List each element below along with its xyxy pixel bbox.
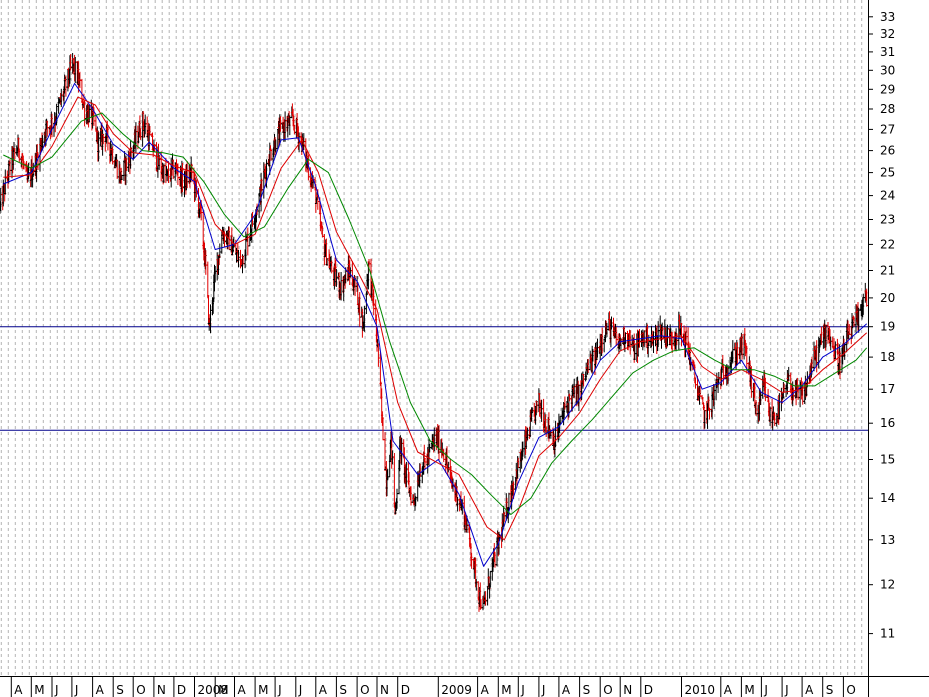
x-tick-label: N [380, 683, 389, 697]
y-tick-label: 13 [880, 533, 895, 547]
x-tick-label: J [54, 683, 59, 697]
y-tick-label: 25 [880, 166, 895, 180]
moving-averages [3, 83, 868, 567]
x-tick-label: J [520, 683, 525, 697]
x-tick-label: A [562, 683, 571, 697]
x-tick-label: M [34, 683, 44, 697]
x-tick-label: S [339, 683, 347, 697]
x-tick-label: A [805, 683, 814, 697]
y-tick-label: 31 [880, 45, 895, 59]
x-tick-label: M [218, 683, 228, 697]
x-tick-label: J [298, 683, 303, 697]
y-tick-label: 33 [880, 10, 895, 24]
x-tick-label: 2010 [685, 683, 716, 697]
moving-average-line-2 [3, 96, 868, 541]
x-tick-label: A [319, 683, 328, 697]
y-tick-label: 23 [880, 213, 895, 227]
x-tick-label: M [744, 683, 754, 697]
x-tick-label: A [481, 683, 490, 697]
x-tick-label: J [277, 683, 282, 697]
x-tick-label: S [826, 683, 834, 697]
x-tick-label: O [603, 683, 612, 697]
x-tick-label: N [157, 683, 166, 697]
price-bar [865, 288, 869, 307]
x-tick-label: N [623, 683, 632, 697]
y-tick-label: 24 [880, 189, 895, 203]
y-tick-label: 29 [880, 82, 895, 96]
moving-average-line-1 [3, 83, 868, 567]
x-tick-label: D [177, 683, 186, 697]
x-tick-label: D [644, 683, 653, 697]
y-tick-label: 19 [880, 320, 895, 334]
y-tick-label: 22 [880, 237, 895, 251]
x-tick-label: 2008 [198, 683, 229, 697]
x-tick-label: M [258, 683, 268, 697]
y-tick-label: 28 [880, 102, 895, 116]
x-tick-label: O [136, 683, 145, 697]
y-tick-label: 27 [880, 122, 895, 136]
x-tick-label: J [74, 683, 79, 697]
y-tick-label: 15 [880, 453, 895, 467]
y-tick-label: 18 [880, 350, 895, 364]
x-tick-label: O [360, 683, 369, 697]
x-tick-label: A [96, 683, 105, 697]
x-tick-label: J [541, 683, 546, 697]
x-tick-label: A [14, 683, 23, 697]
y-tick-label: 32 [880, 27, 895, 41]
x-tick-label: S [583, 683, 591, 697]
y-tick-label: 20 [880, 291, 895, 305]
y-tick-label: 12 [880, 578, 895, 592]
y-tick-label: 11 [880, 627, 895, 641]
y-axis: 11 12 13 14 15 16 17 18 19 20 21 22 23 24 25 26 27 28 29 30… [868, 10, 895, 641]
y-tick-label: 17 [880, 382, 895, 396]
x-tick-label: J [784, 683, 789, 697]
x-tick-label: M [501, 683, 511, 697]
x-tick-label: 2009 [441, 683, 472, 697]
price-bars [0, 53, 869, 612]
y-tick-label: 14 [880, 491, 895, 505]
x-tick-label: D [401, 683, 410, 697]
x-tick-label: J [763, 683, 768, 697]
y-tick-label: 30 [880, 63, 895, 77]
grid-layer [0, 0, 863, 676]
x-tick-label: A [724, 683, 733, 697]
x-tick-label: S [116, 683, 124, 697]
y-tick-label: 16 [880, 416, 895, 430]
y-tick-label: 26 [880, 144, 895, 158]
x-tick-label: O [846, 683, 855, 697]
y-tick-label: 21 [880, 264, 895, 278]
x-tick-label: A [238, 683, 247, 697]
moving-average-line-3 [3, 112, 868, 515]
